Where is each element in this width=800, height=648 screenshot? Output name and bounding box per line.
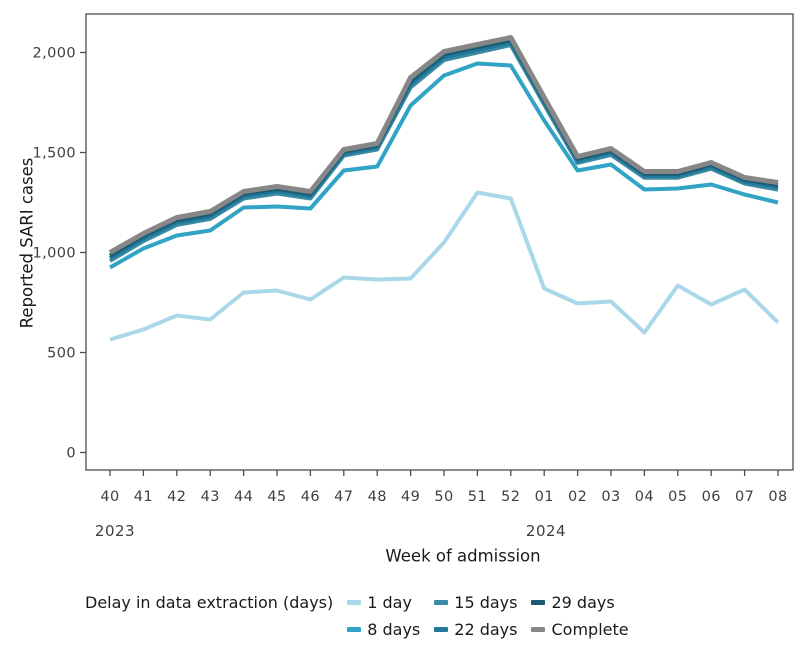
x-tick-label: 42 <box>167 489 186 505</box>
legend-item-22-days: 22 days <box>434 616 517 643</box>
series-line-1-day <box>109 190 780 342</box>
legend-title: Delay in data extraction (days) <box>85 593 334 612</box>
x-tick-label: 46 <box>301 489 320 505</box>
legend-swatch-icon <box>434 627 449 632</box>
x-tick-label: 52 <box>501 489 520 505</box>
x-tick-label: 45 <box>267 489 286 505</box>
chart-canvas: 0 500 1,000 1,500 2,000 40 41 42 43 44 45 46 47 48 49 5… <box>32 13 794 505</box>
legend-swatch-icon <box>434 600 449 605</box>
series-line-complete <box>108 35 779 255</box>
legend-item-label: 8 days <box>367 620 421 639</box>
legend-item-label: 29 days <box>551 593 615 612</box>
x-tick-label: 07 <box>735 489 754 505</box>
legend-item-1-day: 1 day <box>347 589 420 616</box>
legend-column: 1 day 8 days <box>347 589 420 643</box>
legend-item-8-days: 8 days <box>347 616 420 643</box>
legend-swatch-icon <box>531 600 546 605</box>
x-tick-label: 41 <box>134 489 153 505</box>
x-tick-label: 44 <box>234 489 253 505</box>
x-axis-year-label-2024: 2024 <box>525 522 567 540</box>
x-tick-label: 04 <box>635 489 654 505</box>
x-tick-label: 43 <box>201 489 220 505</box>
x-tick-label: 50 <box>434 489 453 505</box>
x-tick-label: 02 <box>568 489 587 505</box>
legend-item-label: 22 days <box>454 620 518 639</box>
legend-items: 1 day 8 days 15 days 22 days 29 days Complete <box>347 589 629 643</box>
legend-item-label: Complete <box>551 620 629 639</box>
x-tick-label: 08 <box>768 489 787 505</box>
series-line-8-days <box>109 61 779 270</box>
panel-border <box>85 13 794 471</box>
legend-swatch-icon <box>347 600 362 605</box>
y-axis-title: Reported SARI cases <box>17 157 37 329</box>
x-tick-label: 01 <box>535 489 554 505</box>
y-tick-label: 500 <box>47 346 76 362</box>
y-tick-label: 2,000 <box>32 46 76 62</box>
x-tick-label: 47 <box>334 489 353 505</box>
legend-swatch-icon <box>531 627 546 632</box>
legend-item-29-days: 29 days <box>531 589 628 616</box>
x-tick-label: 49 <box>401 489 420 505</box>
x-tick-label: 51 <box>468 489 487 505</box>
y-tick-label: 0 <box>66 446 76 462</box>
legend-item-label: 1 day <box>367 593 412 612</box>
x-tick-label: 03 <box>601 489 620 505</box>
legend-column: 15 days 22 days <box>434 589 517 643</box>
y-tick-label: 1,000 <box>32 246 76 262</box>
legend-column: 29 days Complete <box>531 589 629 643</box>
x-tick-label: 40 <box>100 489 119 505</box>
x-tick-label: 48 <box>368 489 387 505</box>
x-tick-label: 06 <box>702 489 721 505</box>
x-axis-year-label-2023: 2023 <box>94 522 136 540</box>
legend-swatch-icon <box>347 627 362 632</box>
x-tick-label: 05 <box>668 489 687 505</box>
x-axis-title: Week of admission <box>385 546 541 566</box>
legend-item-label: 15 days <box>454 593 518 612</box>
y-tick-label: 1,500 <box>32 146 76 162</box>
legend: Delay in data extraction (days) 1 day 8 d… <box>85 589 629 643</box>
legend-item-15-days: 15 days <box>434 589 517 616</box>
legend-item-complete: Complete <box>531 616 629 643</box>
